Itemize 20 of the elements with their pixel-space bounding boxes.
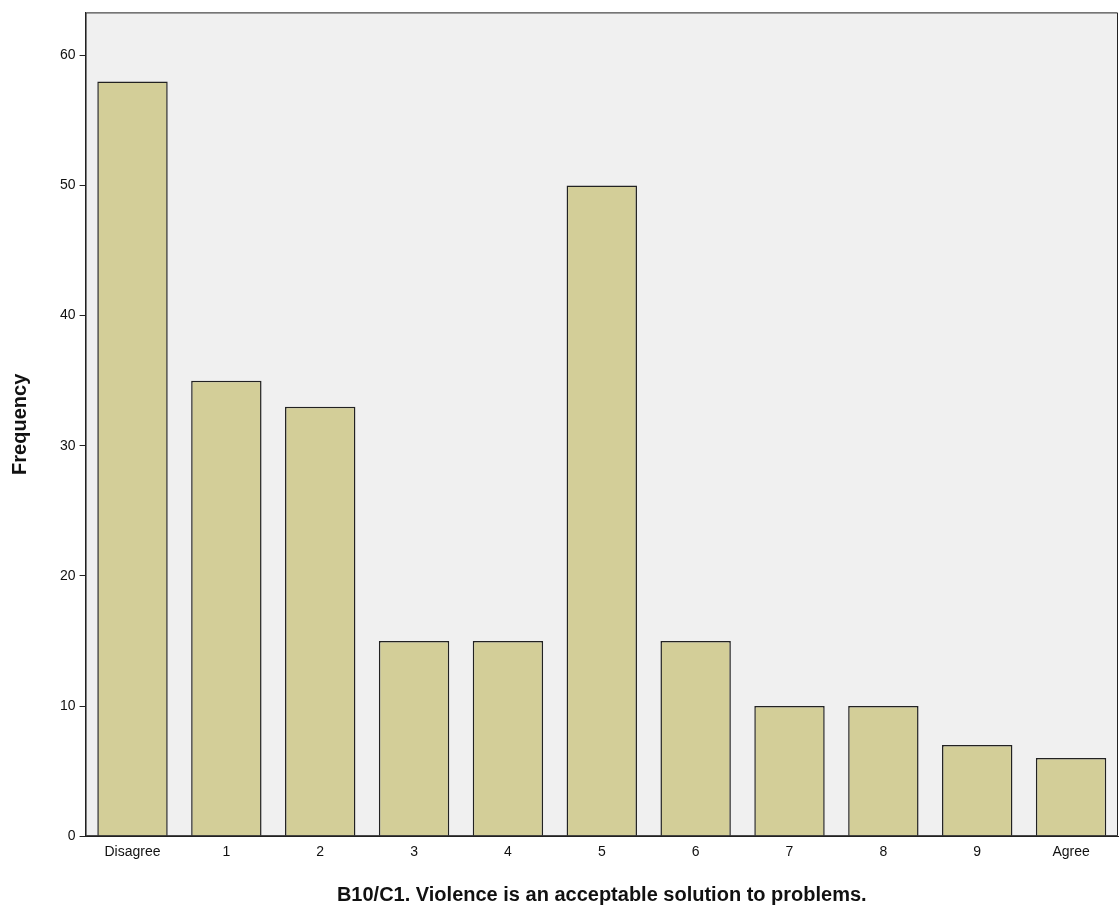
x-tick-label: 6 bbox=[691, 843, 700, 860]
y-tick-label: 60 bbox=[59, 46, 76, 63]
y-axis-title: Frequency bbox=[7, 372, 30, 475]
x-tick-label: 1 bbox=[222, 843, 231, 860]
y-tick-label: 50 bbox=[59, 176, 76, 193]
y-tick-label: 0 bbox=[67, 827, 76, 844]
x-tick-label: 4 bbox=[504, 843, 513, 860]
x-tick-label: 5 bbox=[597, 843, 606, 860]
x-tick-label: 2 bbox=[316, 843, 325, 860]
x-tick-label: 8 bbox=[879, 843, 888, 860]
x-tick-label: Agree bbox=[1052, 843, 1090, 860]
x-tick-label: 3 bbox=[410, 843, 419, 860]
x-tick-label: 7 bbox=[785, 843, 794, 860]
y-tick-label: 10 bbox=[59, 696, 76, 713]
x-axis-title: B10/C1. Violence is an acceptable solution to problems. bbox=[336, 882, 867, 905]
y-tick-label: 20 bbox=[59, 566, 76, 583]
y-tick-label: 40 bbox=[59, 306, 76, 323]
y-tick-label: 30 bbox=[59, 436, 76, 453]
x-tick-label: Disagree bbox=[104, 843, 161, 860]
x-tick-label: 9 bbox=[973, 843, 982, 860]
